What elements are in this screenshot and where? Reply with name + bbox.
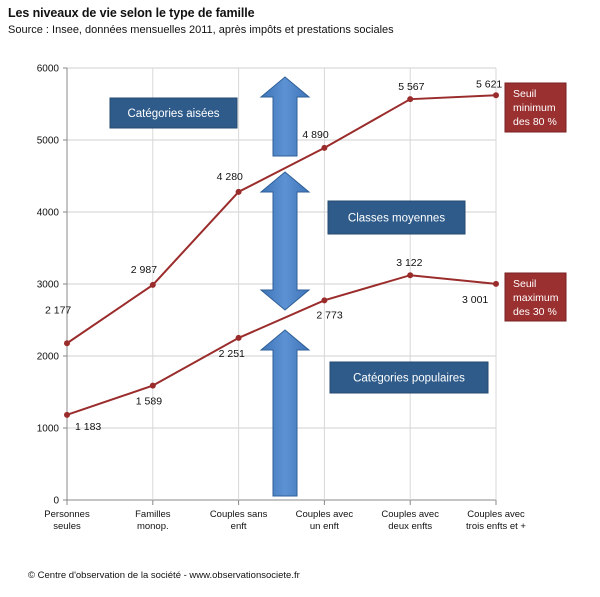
seuil-maximum-label-line: Seuil — [513, 278, 536, 290]
seuil-minimum-label-line: Seuil — [513, 88, 536, 100]
data-point — [407, 272, 414, 279]
data-point — [235, 334, 242, 341]
annotation-moyennes-label: Classes moyennes — [348, 213, 445, 225]
series-line — [66, 94, 497, 345]
seuil-maximum-label-line: des 30 % — [513, 306, 557, 318]
x-tick-label-line: seules — [53, 521, 81, 532]
data-point — [64, 340, 70, 347]
annotation-aisees-label: Catégories aisées — [127, 108, 219, 120]
data-point — [64, 411, 70, 418]
y-tick-label: 4000 — [37, 208, 60, 219]
double-arrow-moyennes — [259, 171, 311, 311]
x-tick-label-line: Couples avec — [467, 509, 525, 520]
data-point — [407, 96, 414, 103]
x-tick-label: Couples sans enft — [210, 509, 268, 532]
x-tick-label-line: Familles — [135, 509, 171, 520]
data-label: 3 001 — [462, 294, 488, 306]
x-tick-label-line: Couples avec — [296, 509, 354, 520]
up-arrow-populaires — [259, 329, 311, 497]
y-tick-label: 3000 — [37, 280, 60, 291]
x-tick-label: Couples avec deux enfts — [381, 509, 439, 532]
seuil-minimum-box — [504, 82, 567, 133]
annotation-aisees-box — [109, 97, 238, 129]
x-tick-label-line: trois enfts et + — [466, 521, 526, 532]
annotation-moyennes-box — [327, 200, 466, 235]
data-label: 1 589 — [136, 396, 162, 408]
seuil-maximum-label-line: maximum — [513, 292, 559, 304]
x-tick-label-line: Couples avec — [381, 509, 439, 520]
data-label: 2 773 — [316, 309, 342, 321]
data-label: 2 987 — [131, 264, 157, 276]
footer-credit: © Centre d'observation de la société - w… — [28, 570, 300, 581]
series-line — [66, 274, 497, 416]
data-label: 4 280 — [217, 171, 243, 183]
x-tick-label: Couples avec un enft — [296, 509, 354, 532]
data-point — [149, 281, 156, 288]
up-arrow-aisees — [259, 76, 311, 157]
y-tick-label: 0 — [53, 496, 59, 507]
y-tick-label: 2000 — [37, 352, 60, 363]
x-tick-label: Familles monop. — [135, 509, 171, 532]
y-tick-label: 5000 — [37, 136, 60, 147]
x-tick-label-line: monop. — [137, 521, 169, 532]
seuil-minimum-label-line: des 80 % — [513, 116, 557, 128]
annotation-populaires-label: Catégories populaires — [353, 373, 465, 385]
data-point — [149, 382, 156, 389]
y-tick-label: 1000 — [37, 424, 60, 435]
seuil-maximum-box — [504, 272, 567, 322]
seuil-minimum-label-line: minimum — [513, 102, 556, 114]
data-point — [235, 188, 242, 195]
x-tick-label-line: un enft — [310, 521, 339, 532]
x-tick-label-line: Personnes — [44, 509, 90, 520]
annotation-populaires-box — [329, 361, 489, 394]
data-label: 4 890 — [302, 129, 328, 141]
data-point — [493, 92, 499, 99]
x-tick-label-line: enft — [231, 521, 247, 532]
x-tick-label-line: Couples sans — [210, 509, 268, 520]
seuil-minimum-label: Seuil minimum des 80 % — [513, 88, 557, 128]
chart-title: Les niveaux de vie selon le type de fami… — [8, 6, 255, 20]
data-point — [321, 297, 328, 304]
data-label: 2 251 — [219, 348, 245, 360]
y-tick-label: 6000 — [37, 64, 60, 75]
x-tick-label: Personnes seules — [44, 509, 90, 532]
chart-subtitle: Source : Insee, données mensuelles 2011,… — [8, 24, 394, 36]
data-label: 3 122 — [396, 257, 422, 269]
seuil-maximum-label: Seuil maximum des 30 % — [513, 278, 559, 318]
data-point — [321, 144, 328, 151]
data-label: 5 567 — [398, 81, 424, 93]
x-tick-label-line: deux enfts — [388, 521, 432, 532]
data-point — [493, 280, 499, 287]
data-label: 1 183 — [75, 421, 101, 433]
data-label: 2 177 — [45, 304, 71, 316]
x-tick-label: Couples avec trois enfts et + — [466, 509, 526, 532]
data-label: 5 621 — [476, 78, 502, 90]
